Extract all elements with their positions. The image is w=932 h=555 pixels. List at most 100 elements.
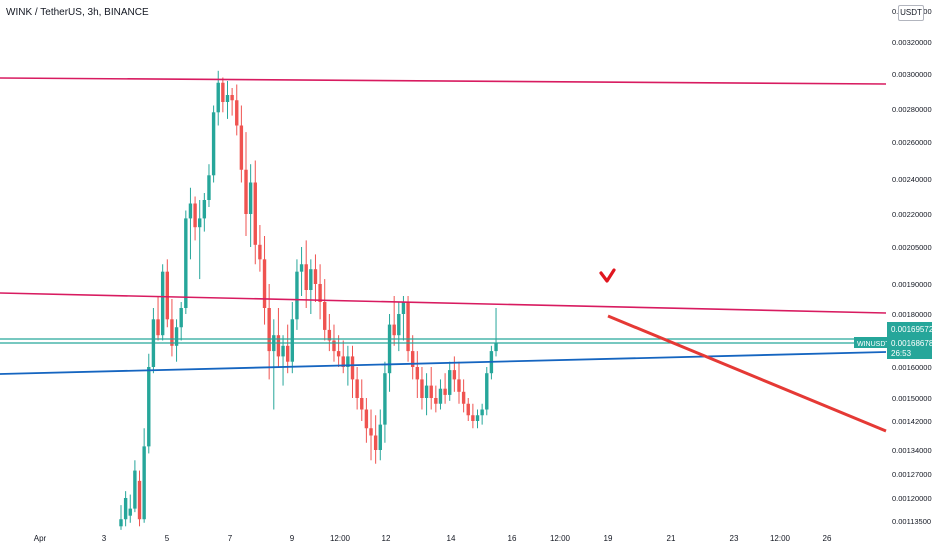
candle-body: [360, 398, 364, 410]
candles: [119, 70, 498, 530]
candle-body: [387, 324, 392, 374]
symbol-title: WINK / TetherUS, 3h, BINANCE: [6, 7, 149, 18]
y-tick-label: 0.00134000: [892, 446, 932, 455]
resistance-line-lower[interactable]: [0, 292, 887, 314]
y-tick-label: 0.00205000: [892, 243, 932, 252]
level-price-text: 0.00169572: [891, 325, 932, 334]
y-tick-label: 0.00142000: [892, 417, 932, 426]
candle-body: [323, 302, 327, 330]
candle-body: [253, 182, 257, 245]
y-tick-label: 0.00127000: [892, 470, 932, 479]
candle-body: [475, 415, 480, 421]
candle-body: [174, 327, 179, 346]
x-tick-label: 7: [228, 534, 233, 543]
down-arrow-icon: [599, 268, 616, 283]
candle-body: [281, 345, 285, 357]
candle-body: [170, 319, 174, 346]
candle-body: [179, 308, 183, 328]
resistance-line-upper[interactable]: [0, 77, 887, 85]
candle-body: [248, 182, 253, 214]
candle-body: [221, 82, 225, 102]
y-tick-label: 0.00220000: [892, 210, 932, 219]
last-price-text: 0.00168678: [891, 339, 932, 348]
x-tick-label: 12:00: [330, 534, 351, 543]
x-tick-label: 9: [290, 534, 295, 543]
y-tick-label: 0.00280000: [892, 105, 932, 114]
candle-body: [147, 367, 151, 447]
projection-line[interactable]: [607, 314, 887, 433]
symbol-tag-text: WINUSDT: [857, 341, 890, 348]
last-price-tag: [887, 336, 932, 359]
candle-body: [207, 175, 211, 200]
candle-body: [137, 480, 142, 520]
candle-body: [244, 169, 248, 214]
candle-body: [410, 351, 415, 367]
candle-body: [123, 498, 128, 520]
x-tick-label: 21: [667, 534, 676, 543]
candle-body: [239, 125, 244, 170]
candle-body: [295, 271, 299, 320]
countdown-text: 26:53: [891, 349, 912, 358]
support-trendline[interactable]: [0, 351, 887, 375]
candle-body: [466, 403, 470, 416]
y-tick-label: 0.00180000: [892, 310, 932, 319]
x-tick-label: 26: [823, 534, 832, 543]
currency-button[interactable]: USDT: [898, 5, 924, 21]
candle-body: [285, 345, 290, 362]
candle-body: [133, 470, 137, 509]
candle-body: [327, 329, 332, 341]
candle-body: [290, 319, 295, 362]
candle-body: [299, 264, 304, 272]
candle-body: [142, 446, 146, 520]
candle-body: [119, 519, 123, 527]
price-labels: 0.00169572 WINUSDT 0.00168678 26:53: [854, 322, 932, 359]
candle-body: [397, 314, 401, 336]
price-axis[interactable]: 0.00320000 0.00300000 0.00280000 0.00260000…: [892, 7, 932, 526]
candle-body: [193, 203, 197, 228]
candle-body: [262, 259, 267, 308]
y-tick-label: 0.00120000: [892, 494, 932, 503]
candle-body: [160, 271, 165, 336]
candle-body: [230, 95, 234, 101]
candle-body: [383, 373, 387, 425]
candle-body: [424, 385, 429, 398]
candle-body: [461, 391, 466, 404]
candle-body: [318, 284, 322, 302]
candle-body: [443, 388, 447, 395]
x-tick-label: 3: [102, 534, 107, 543]
candle-body: [415, 367, 420, 380]
candle-body: [336, 351, 341, 357]
drawings[interactable]: [0, 77, 887, 433]
candle-body: [480, 409, 484, 416]
candle-body: [378, 424, 382, 450]
x-tick-label: 12:00: [770, 534, 791, 543]
y-tick-label: 0.00320000: [892, 38, 932, 47]
candle-body: [128, 508, 132, 516]
candle-body: [156, 319, 160, 336]
candle-body: [332, 340, 336, 352]
candle-body: [346, 356, 350, 367]
x-tick-label: Apr: [34, 534, 47, 543]
candle-body: [471, 415, 475, 421]
candle-body: [211, 112, 216, 176]
candle-body: [434, 398, 438, 404]
candle-body: [202, 200, 207, 219]
candle-body: [369, 428, 373, 436]
candle-body: [276, 335, 281, 357]
candle-body: [457, 379, 461, 392]
y-tick-label: 0.00300000: [892, 70, 932, 79]
candle-body: [165, 271, 169, 320]
symbol-tag: [854, 337, 887, 348]
candle-body: [494, 343, 498, 352]
candle-body: [420, 379, 424, 398]
time-axis[interactable]: Apr 3 5 7 9 12:00 12 14 16 12:00 19 21 23 12:00 26: [34, 534, 832, 543]
x-tick-label: 16: [508, 534, 517, 543]
candle-body: [392, 324, 396, 336]
candle-body: [304, 264, 308, 290]
candle-body: [438, 388, 443, 404]
candle-body: [452, 370, 457, 380]
y-tick-label: 0.00150000: [892, 394, 932, 403]
candle-body: [448, 370, 452, 395]
